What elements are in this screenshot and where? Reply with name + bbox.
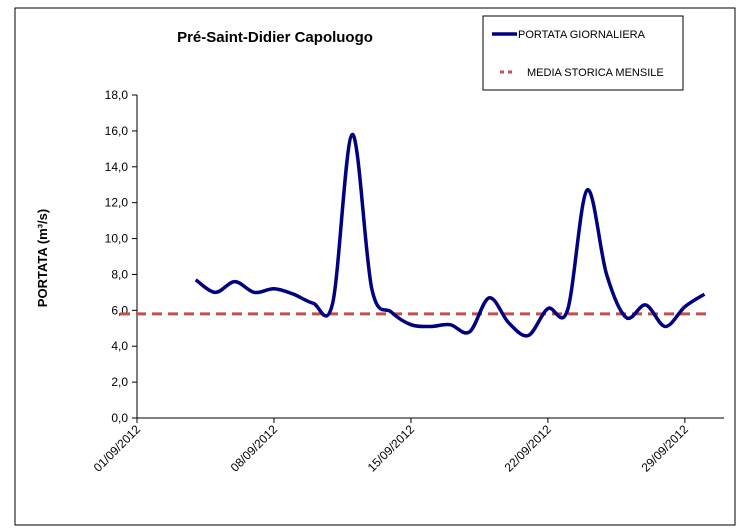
legend-label: PORTATA GIORNALIERA: [518, 29, 646, 41]
chart-title: Pré-Saint-Didier Capoluogo: [177, 29, 373, 46]
legend-box: [482, 15, 684, 91]
y-tick-label: 14,0: [105, 160, 129, 174]
y-tick-label: 12,0: [105, 196, 129, 210]
series-line: [194, 132, 706, 338]
y-tick-label: 8,0: [111, 267, 128, 281]
y-tick-label: 4,0: [111, 339, 128, 353]
y-axis-label: PORTATA (m³/s): [35, 209, 50, 307]
y-tick-label: 0,0: [111, 411, 128, 425]
y-tick-label: 16,0: [105, 124, 129, 138]
y-tick-label: 2,0: [111, 375, 128, 389]
chart-frame: [14, 7, 736, 526]
y-tick-label: 18,0: [105, 88, 129, 102]
legend-label: MEDIA STORICA MENSILE: [527, 67, 664, 79]
y-tick-label: 10,0: [105, 232, 129, 246]
